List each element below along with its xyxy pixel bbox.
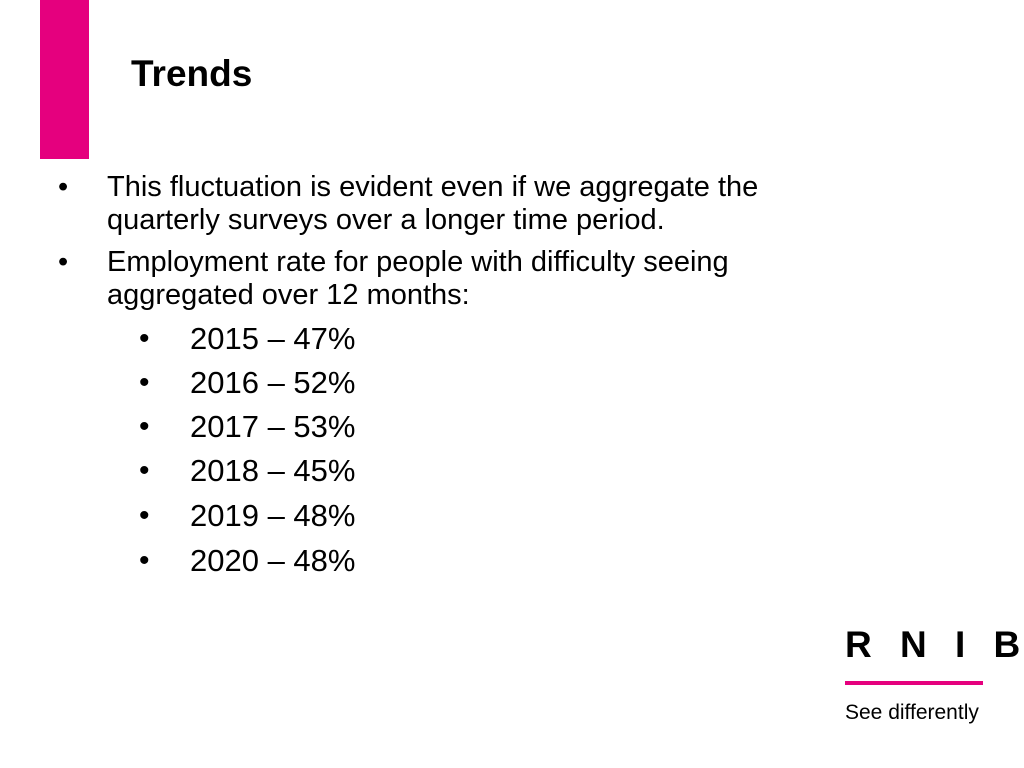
rnib-logo: R N I B See differently [845, 624, 1024, 725]
bullet-item: • This fluctuation is evident even if we… [58, 171, 878, 237]
bullet-text-line: aggregated over 12 months: [107, 279, 470, 311]
slide-title: Trends [131, 53, 253, 94]
sub-bullet-item: • 2020 – 48% [139, 543, 355, 579]
sub-bullet-text: 2018 – 45% [190, 453, 356, 488]
accent-bar [40, 0, 89, 159]
sub-bullet-text: 2017 – 53% [190, 409, 356, 444]
sub-bullet-marker: • [139, 366, 150, 399]
sub-bullet-text: 2016 – 52% [190, 365, 356, 400]
sub-bullet-item: • 2016 – 52% [139, 365, 355, 401]
sub-bullet-item: • 2015 – 47% [139, 321, 355, 357]
sub-bullet-text: 2020 – 48% [190, 543, 356, 578]
bullet-text-line: quarterly surveys over a longer time per… [107, 204, 665, 236]
sub-bullet-marker: • [139, 454, 150, 487]
sub-bullet-marker: • [139, 499, 150, 532]
bullet-text: This fluctuation is evident even if we a… [107, 171, 758, 237]
logo-wordmark: R N I B [845, 624, 1024, 665]
bullet-item: • Employment rate for people with diffic… [58, 246, 878, 312]
bullet-text-line: Employment rate for people with difficul… [107, 246, 729, 278]
logo-divider [845, 681, 983, 685]
sub-bullet-marker: • [139, 322, 150, 355]
logo-tagline: See differently [845, 701, 979, 724]
sub-bullet-marker: • [139, 544, 150, 577]
bullet-text-line: This fluctuation is evident even if we a… [107, 171, 759, 203]
bullet-marker: • [58, 171, 69, 203]
sub-bullet-item: • 2018 – 45% [139, 453, 355, 489]
sub-bullet-item: • 2019 – 48% [139, 498, 355, 534]
bullet-text: Employment rate for people with difficul… [107, 246, 729, 312]
sub-bullet-marker: • [139, 410, 150, 443]
sub-bullet-text: 2015 – 47% [190, 321, 356, 356]
bullet-marker: • [58, 246, 69, 278]
sub-bullet-item: • 2017 – 53% [139, 409, 355, 445]
sub-bullet-text: 2019 – 48% [190, 498, 356, 533]
